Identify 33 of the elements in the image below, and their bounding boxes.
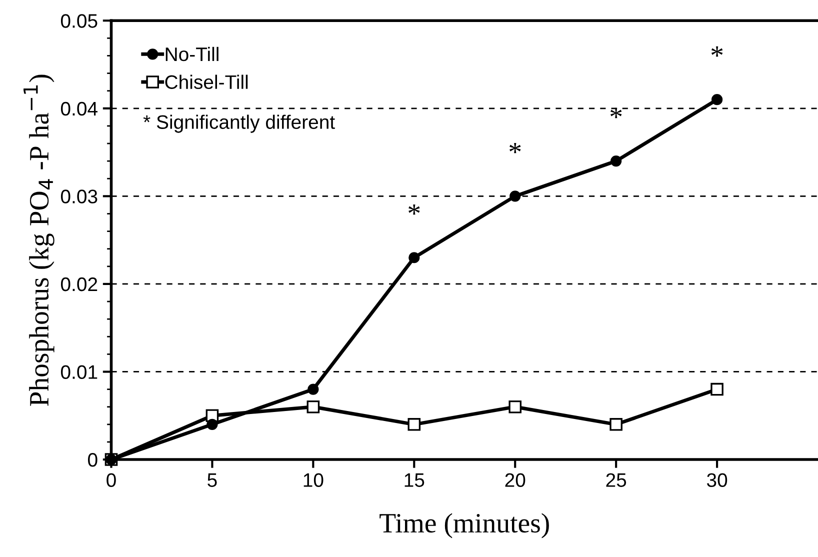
x-tick-label: 25 [606,473,626,487]
annotation: * Significantly different [143,114,335,133]
point [508,400,522,414]
x-tick-label: 0 [106,473,116,487]
point [710,382,724,396]
y-axis-title: Phosphorus (kg PO$_{4}$ -P ha$^{−1}$) [24,74,54,406]
legend-label: No-Till [166,46,218,62]
annotation: * [510,143,521,154]
x-tick-label: 15 [404,473,424,487]
point [610,418,622,431]
x-tick-label: 10 [304,473,324,487]
x-tick-label: 30 [706,473,728,487]
y-tick-label: 0.01 [60,365,98,379]
y-tick-label: 0.02 [60,277,98,292]
x-tick-label: 5 [208,473,217,487]
point [308,384,319,395]
point [610,156,622,167]
annotation: * [610,108,622,118]
y-tick-label: 0.03 [60,190,98,204]
point [206,418,218,430]
point [408,252,420,264]
point [408,418,421,431]
y-tick-label: 0 [88,452,98,467]
point [711,94,723,106]
y-tick-label: 0.04 [60,102,98,116]
y-tick-label: 0.05 [60,14,98,28]
x-axis-title: Time (minutes) [380,513,549,538]
point [510,190,521,202]
annotation: * [408,204,420,215]
annotation: * [711,46,723,57]
x-tick-label: 20 [505,473,526,487]
point [306,400,320,414]
legend-label: Chisel-Till [165,74,248,90]
